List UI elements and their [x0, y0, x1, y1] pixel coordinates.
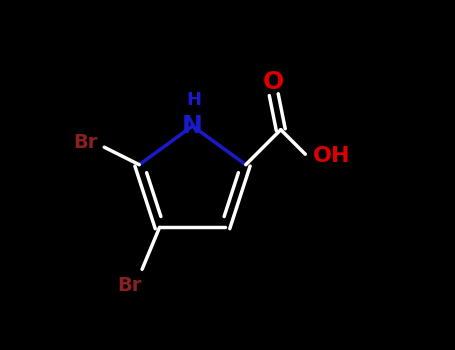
- Text: O: O: [263, 70, 284, 95]
- Text: Br: Br: [118, 275, 142, 295]
- Text: H: H: [187, 91, 202, 109]
- Text: Br: Br: [73, 133, 97, 153]
- Text: OH: OH: [313, 146, 350, 166]
- Text: N: N: [182, 114, 203, 138]
